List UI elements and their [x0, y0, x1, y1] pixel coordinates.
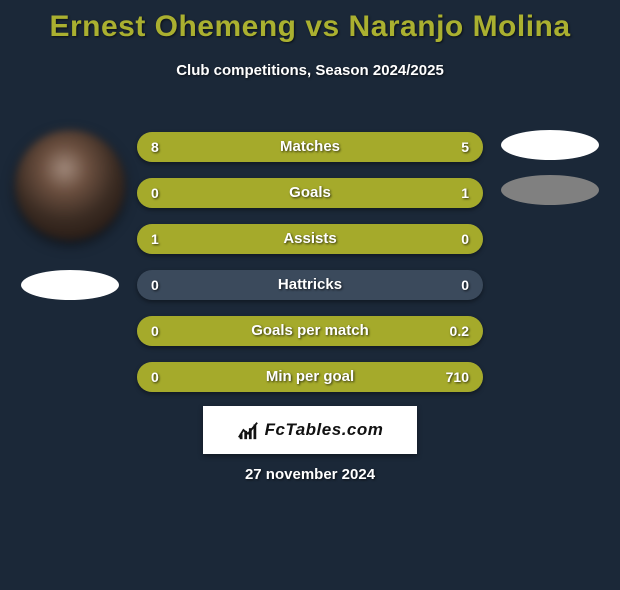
brand-badge[interactable]: FcTables.com	[203, 406, 417, 454]
stat-label: Goals per match	[137, 316, 483, 346]
stat-value-left: 0	[151, 316, 159, 346]
stat-row: Matches8 5	[137, 132, 483, 162]
stat-value-left: 0	[151, 178, 159, 208]
stat-value-right: 5	[461, 132, 469, 162]
stat-value-left: 1	[151, 224, 159, 254]
right-club-logo-1	[501, 130, 599, 160]
comparison-subtitle: Club competitions, Season 2024/2025	[0, 62, 620, 79]
stat-row: Min per goal0 710	[137, 362, 483, 392]
stat-label: Goals	[137, 178, 483, 208]
left-player-column	[10, 130, 130, 315]
right-player-column	[490, 130, 610, 220]
left-player-avatar	[15, 130, 125, 240]
stat-row: Assists1 0	[137, 224, 483, 254]
stat-value-right: 1	[461, 178, 469, 208]
right-club-logo-2	[501, 175, 599, 205]
stat-row: Goals per match0 0.2	[137, 316, 483, 346]
left-club-logo	[21, 270, 119, 300]
stat-value-right: 710	[446, 362, 469, 392]
stat-label: Min per goal	[137, 362, 483, 392]
stat-label: Matches	[137, 132, 483, 162]
stat-value-right: 0.2	[450, 316, 469, 346]
brand-text: FcTables.com	[265, 420, 384, 440]
brand-chart-icon	[237, 419, 259, 441]
snapshot-date: 27 november 2024	[0, 466, 620, 483]
stat-label: Assists	[137, 224, 483, 254]
stat-row: Hattricks0 0	[137, 270, 483, 300]
stat-value-left: 8	[151, 132, 159, 162]
stat-row: Goals0 1	[137, 178, 483, 208]
comparison-title: Ernest Ohemeng vs Naranjo Molina	[0, 10, 620, 44]
stat-value-right: 0	[461, 224, 469, 254]
stat-value-left: 0	[151, 362, 159, 392]
stat-label: Hattricks	[137, 270, 483, 300]
stat-value-left: 0	[151, 270, 159, 300]
stat-value-right: 0	[461, 270, 469, 300]
stats-panel: Matches85Goals01Assists10Hattricks00Goal…	[137, 132, 483, 408]
